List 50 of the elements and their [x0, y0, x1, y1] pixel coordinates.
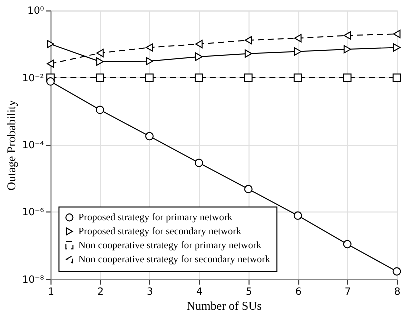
point: [244, 185, 253, 194]
legend-label: Proposed strategy for secondary network: [78, 226, 242, 238]
point: [244, 50, 252, 58]
legend-label: Non cooperative strategy for primary network: [78, 240, 262, 252]
x-tick-label: 1: [48, 286, 54, 298]
x-axis-title: Number of SUs: [186, 298, 262, 313]
point: [244, 36, 252, 45]
point: [393, 30, 401, 38]
x-tick-label: 5: [246, 286, 252, 298]
point: [47, 40, 54, 48]
point: [96, 74, 104, 82]
point: [47, 60, 54, 68]
point: [343, 240, 352, 249]
point: [46, 78, 55, 86]
point: [244, 74, 253, 82]
x-tick-label: 8: [394, 286, 401, 298]
point: [344, 32, 352, 40]
point: [96, 58, 104, 66]
point: [294, 212, 302, 220]
point: [96, 49, 104, 58]
point: [392, 74, 402, 82]
point: [195, 52, 203, 62]
point: [344, 45, 352, 54]
x-tick-label: 6: [295, 286, 302, 298]
y-tick-label: 10⁻⁸: [22, 274, 44, 286]
legend-label: Proposed strategy for primary network: [78, 212, 233, 224]
x-tick-label: 3: [147, 286, 154, 298]
legend-label: Non cooperative strategy for secondary network: [78, 254, 270, 266]
x-tick-label: 7: [344, 286, 352, 298]
point: [393, 44, 401, 52]
point: [294, 34, 302, 43]
point: [194, 74, 204, 82]
point: [343, 74, 352, 82]
point: [392, 267, 402, 276]
point: [195, 40, 203, 48]
y-axis-title: Outage Probability: [4, 100, 18, 191]
y-tick-label: 10⁻²: [22, 73, 44, 84]
point: [146, 44, 154, 52]
point: [294, 48, 302, 56]
point: [96, 106, 104, 114]
x-tick-label: 2: [98, 286, 104, 298]
x-tick-label: 4: [196, 286, 203, 298]
y-tick-label: 10⁻⁴: [22, 140, 44, 152]
y-tick-label: 10⁻⁶: [22, 208, 44, 219]
point: [194, 158, 204, 168]
point: [146, 132, 154, 141]
point: [146, 57, 154, 66]
point: [146, 74, 154, 82]
point: [294, 74, 302, 82]
y-tick-label: 10⁰: [28, 6, 44, 18]
